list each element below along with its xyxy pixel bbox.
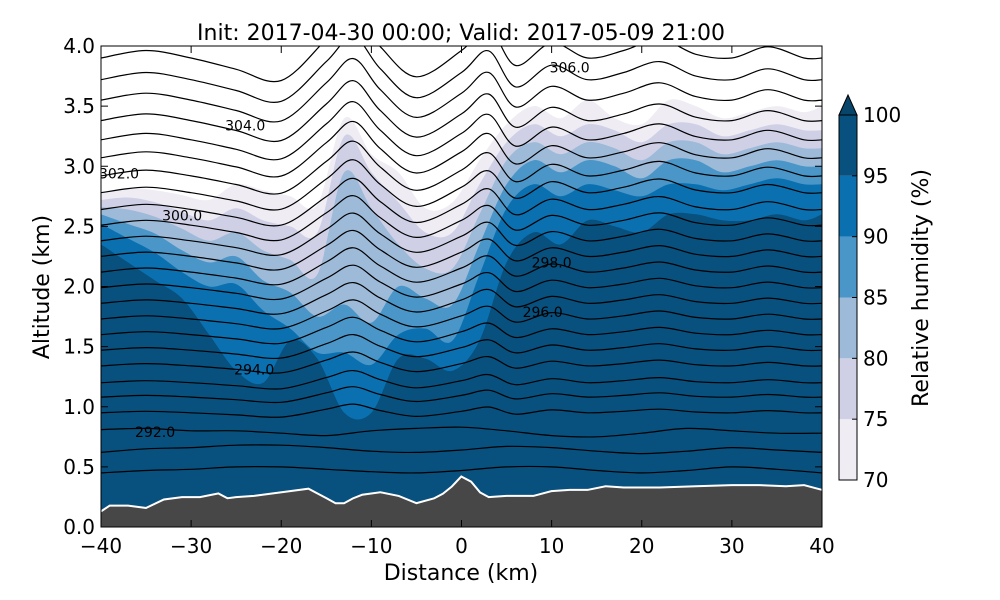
theta-contour (101, 444, 822, 455)
theta-contour (101, 247, 822, 286)
x-tick-label: −20 (260, 534, 302, 558)
colorbar-tick-label: 85 (863, 286, 888, 310)
y-tick-label: 4.0 (63, 34, 95, 58)
colorbar-tick-label: 80 (863, 346, 888, 370)
x-tick-label: −40 (80, 534, 122, 558)
colorbar: 70 75 80 85 90 95 100 (838, 93, 901, 492)
y-tick-label: 1.0 (63, 395, 95, 419)
theta-contour (101, 369, 822, 390)
relative-humidity-fills (101, 99, 822, 527)
theta-contour (101, 299, 822, 330)
theta-contour (101, 212, 822, 256)
colorbar-swatch-75 (839, 358, 857, 420)
contour-label-text: 294.0 (234, 362, 274, 378)
contour-label: 300.0 (162, 209, 202, 225)
colorbar-tick-label: 90 (863, 225, 888, 249)
potential-temperature-contours (101, 46, 822, 474)
y-tick-label: 2.5 (63, 214, 95, 238)
contour-label: 296.0 (523, 305, 563, 321)
contour-label: 292.0 (135, 425, 175, 441)
chart-title: Init: 2017-04-30 00:00; Valid: 2017-05-0… (197, 21, 725, 46)
contour-label-text: 296.0 (523, 305, 563, 321)
theta-contour (101, 229, 822, 271)
y-axis-ticks: 0.0 0.5 1.0 1.5 2.0 2.5 3.0 3.5 4.0 (63, 34, 822, 539)
x-tick-label: −10 (350, 534, 392, 558)
contour-labels: 292.0 294.0 296.0 298.0 300.0 302.0 304.0 306.0 (99, 61, 590, 441)
colorbar-extend-arrow (838, 93, 858, 116)
contour-label: 302.0 (99, 166, 139, 182)
theta-contour (101, 120, 822, 178)
colorbar-swatch-70 (839, 419, 857, 480)
colorbar-swatch-95 (839, 115, 857, 176)
theta-contour (101, 101, 822, 161)
x-tick-label: −30 (170, 534, 212, 558)
contour-label-text: 302.0 (99, 166, 139, 182)
contour-label: 304.0 (225, 118, 265, 134)
theta-contour (101, 386, 822, 404)
theta-contour (101, 159, 822, 211)
theta-contour (101, 403, 822, 418)
theta-contour (101, 316, 822, 345)
colorbar-tick-label: 70 (863, 468, 888, 492)
colorbar-swatch-90 (839, 175, 857, 237)
x-tick-label: 0 (455, 534, 468, 558)
x-axis-ticks: −40 −30 −20 −10 0 10 20 30 40 (80, 46, 835, 558)
theta-contour (101, 264, 822, 301)
x-tick-label: 20 (629, 534, 654, 558)
plot-area: 292.0 294.0 296.0 298.0 300.0 302.0 304.0 306.0 (99, 46, 822, 527)
theta-contour (101, 333, 822, 360)
theta-contour (101, 195, 822, 242)
colorbar-tick-label: 95 (863, 164, 888, 188)
x-tick-label: 30 (719, 534, 744, 558)
theta-contour (101, 426, 822, 438)
theta-contour (101, 281, 822, 315)
terrain (101, 477, 822, 527)
contour-label: 298.0 (532, 255, 572, 271)
colorbar-swatch-85 (839, 236, 857, 298)
colorbar-label: Relative humidity (%) (909, 169, 934, 407)
y-tick-label: 2.0 (63, 275, 95, 299)
colorbar-tick-label: 75 (863, 407, 888, 431)
contour-label-text: 292.0 (135, 425, 175, 441)
theta-contour (101, 80, 822, 143)
colorbar-swatch-80 (839, 297, 857, 359)
y-tick-label: 3.0 (63, 154, 95, 178)
contour-label-text: 306.0 (550, 61, 590, 77)
y-tick-label: 1.5 (63, 335, 95, 359)
theta-contour (101, 351, 822, 374)
contour-label-text: 304.0 (225, 118, 265, 134)
contour-label-text: 298.0 (532, 255, 572, 271)
theta-contour (101, 465, 822, 474)
y-tick-label: 0.5 (63, 455, 95, 479)
x-tick-label: 10 (539, 534, 564, 558)
contour-label-text: 300.0 (162, 209, 202, 225)
terrain-layer (101, 475, 822, 527)
y-axis-label: Altitude (km) (30, 215, 55, 359)
contour-label: 306.0 (550, 61, 590, 77)
x-axis-label: Distance (km) (384, 561, 539, 586)
theta-contour (101, 140, 822, 195)
theta-contour (101, 46, 822, 83)
theta-contour (101, 177, 822, 227)
y-tick-label: 3.5 (63, 94, 95, 118)
rh-fill-95 (101, 212, 822, 527)
theta-contour (101, 46, 822, 103)
colorbar-tick-label: 100 (863, 103, 901, 127)
contour-label: 294.0 (234, 362, 274, 378)
y-tick-label: 0.0 (63, 515, 95, 539)
x-tick-label: 40 (809, 534, 834, 558)
theta-contour (101, 57, 822, 123)
